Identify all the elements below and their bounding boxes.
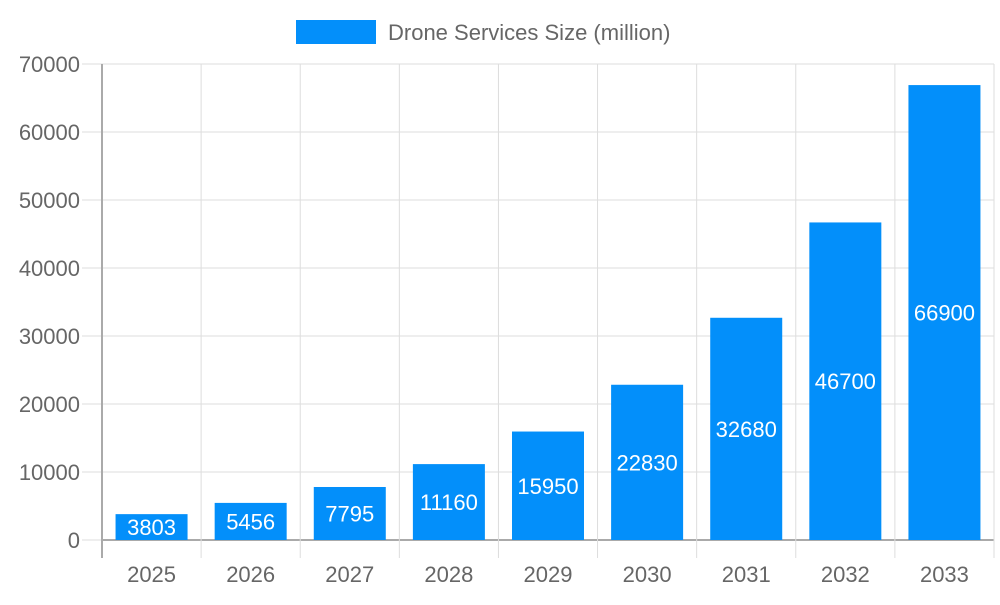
y-tick-label: 20000: [19, 392, 80, 417]
bar: [908, 85, 981, 540]
data-label: 11160: [420, 490, 478, 515]
x-tick-label: 2031: [722, 562, 771, 587]
y-tick-label: 0: [68, 528, 80, 553]
bar: [710, 317, 783, 540]
y-tick-label: 30000: [19, 324, 80, 349]
data-label: 66900: [914, 301, 975, 326]
data-label: 22830: [617, 450, 678, 475]
y-tick-label: 50000: [19, 188, 80, 213]
data-label: 32680: [716, 417, 777, 442]
x-tick-label: 2029: [524, 562, 573, 587]
data-label: 46700: [815, 369, 876, 394]
bar: [412, 464, 485, 540]
data-label: 15950: [517, 474, 578, 499]
data-label: 3803: [127, 515, 176, 540]
y-tick-label: 40000: [19, 256, 80, 281]
data-label: 5456: [226, 509, 275, 534]
bar: [313, 486, 386, 540]
legend-label: Drone Services Size (million): [388, 20, 670, 45]
bar: [611, 384, 684, 540]
bar: [809, 222, 882, 540]
bar: [512, 431, 584, 540]
bar: [214, 502, 287, 540]
x-tick-label: 2025: [127, 562, 176, 587]
legend-swatch: [296, 20, 376, 44]
x-tick-label: 2027: [325, 562, 374, 587]
x-tick-label: 2032: [821, 562, 870, 587]
y-tick-label: 10000: [19, 460, 80, 485]
x-tick-label: 2033: [920, 562, 969, 587]
y-tick-label: 70000: [19, 52, 80, 77]
y-tick-label: 60000: [19, 120, 80, 145]
x-tick-label: 2030: [623, 562, 672, 587]
x-tick-label: 2028: [424, 562, 473, 587]
data-label: 7795: [325, 501, 374, 526]
bar: [115, 514, 188, 540]
x-tick-label: 2026: [226, 562, 275, 587]
